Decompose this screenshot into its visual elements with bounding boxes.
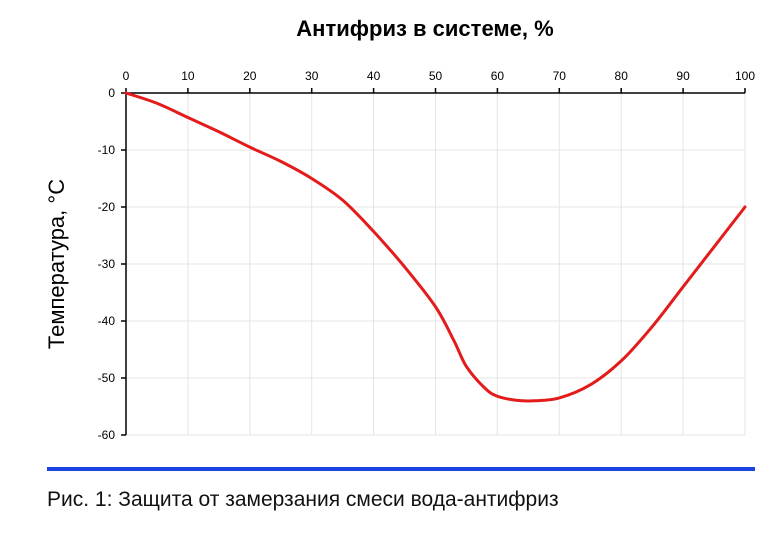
y-tick-labels: 0 -10 -20 -30 -40 -50 -60	[98, 86, 116, 442]
y-tick-label: -40	[98, 314, 116, 328]
x-tick-label: 70	[553, 69, 567, 83]
x-tick-label: 20	[243, 69, 257, 83]
x-tick-label: 30	[305, 69, 319, 83]
y-tick-label: 0	[108, 86, 115, 100]
x-tick-label: 80	[615, 69, 629, 83]
y-tick-label: -10	[98, 143, 116, 157]
y-tick-label: -20	[98, 200, 116, 214]
y-tick-label: -50	[98, 371, 116, 385]
x-tick-label: 90	[676, 69, 690, 83]
series	[124, 91, 747, 403]
y-axis-label: Температура, °C	[44, 179, 69, 349]
x-tick-label: 50	[429, 69, 443, 83]
chart: Антифриз в системе, % Температура, °C 0 1…	[44, 16, 756, 442]
x-tick-label: 40	[367, 69, 381, 83]
x-tick-label: 100	[735, 69, 755, 83]
axes	[121, 88, 746, 436]
x-tick-label: 60	[491, 69, 505, 83]
separator-rule	[47, 467, 755, 471]
gridlines	[126, 93, 746, 436]
y-tick-label: -60	[98, 428, 116, 442]
x-tick-label: 10	[181, 69, 195, 83]
x-tick-labels: 0 10 20 30 40 50 60 70 80 90 100	[123, 69, 756, 83]
y-tick-label: -30	[98, 257, 116, 271]
figure-caption: Рис. 1: Защита от замерзания смеси вода-…	[47, 488, 559, 511]
series-line	[124, 91, 747, 403]
x-tick-label: 0	[123, 69, 130, 83]
chart-title: Антифриз в системе, %	[296, 16, 553, 41]
